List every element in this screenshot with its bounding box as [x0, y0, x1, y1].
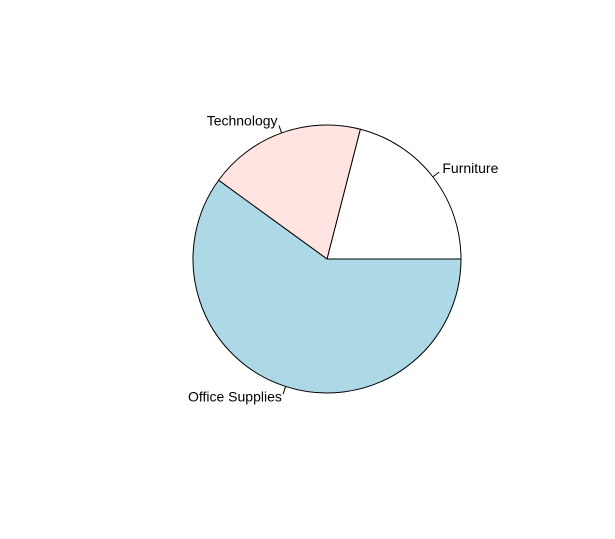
pie-leader-technology: [278, 125, 283, 134]
pie-label-office-supplies: Office Supplies: [188, 389, 282, 405]
pie-leader-furniture: [432, 171, 440, 178]
pie-leader-office-supplies: [282, 386, 287, 395]
pie-slice-office-supplies: [192, 179, 462, 394]
pie-label-furniture: Furniture: [442, 160, 498, 176]
pie-slice-technology: [217, 124, 361, 260]
pie-label-technology: Technology: [207, 112, 278, 128]
pie-slice-furniture: [326, 128, 462, 260]
